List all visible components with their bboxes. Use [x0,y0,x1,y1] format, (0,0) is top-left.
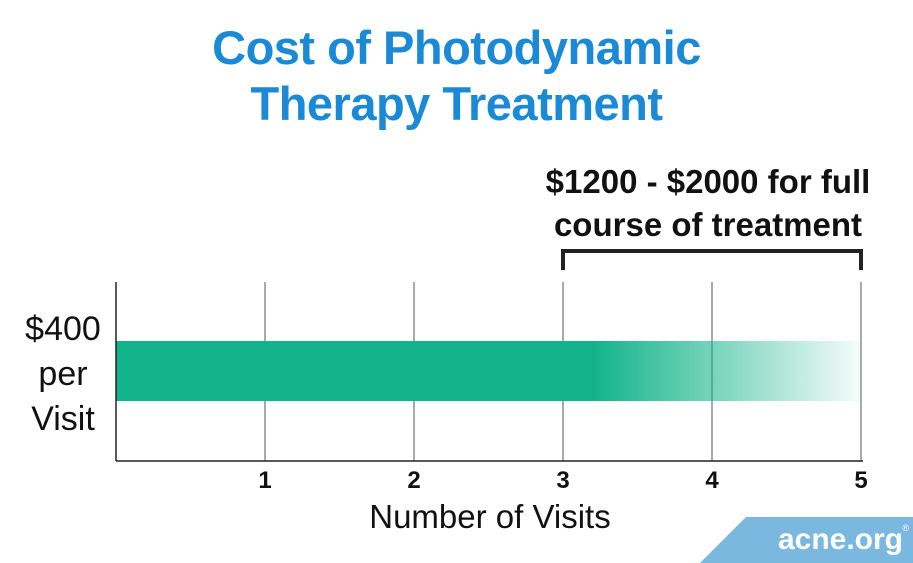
cost-bar [116,341,861,401]
x-tick-label-2: 2 [407,467,420,494]
x-tick-label-1: 1 [258,467,271,494]
chart-title-line-1: Cost of Photodynamic [212,21,701,74]
y-axis-label-line-3: Visit [31,400,95,438]
x-tick-labels: 1 2 3 4 5 [258,467,867,494]
x-tick-label-4: 4 [705,467,719,494]
cost-range-annotation: $1200 - $2000 for full course of treatme… [508,160,908,246]
logo-text: acne.org [777,523,903,556]
x-tick-label-5: 5 [854,467,867,494]
logo-background [700,517,913,563]
y-axis-label-line-1: $400 [25,310,101,348]
y-axis-label-line-2: per [38,355,88,393]
annotation-line-1: $1200 - $2000 for full [545,163,871,200]
chart-title: Cost of Photodynamic Therapy Treatment [0,20,913,132]
acne-org-logo[interactable]: acne.org ® [700,517,913,563]
x-axis-label: Number of Visits [369,498,611,535]
annotation-line-2: course of treatment [553,206,863,243]
range-bracket [561,249,863,270]
logo-registered-mark: ® [902,523,909,533]
chart-title-line-2: Therapy Treatment [250,77,663,130]
y-axis-label: $400 per Visit [18,307,108,442]
x-tick-label-3: 3 [556,467,569,494]
